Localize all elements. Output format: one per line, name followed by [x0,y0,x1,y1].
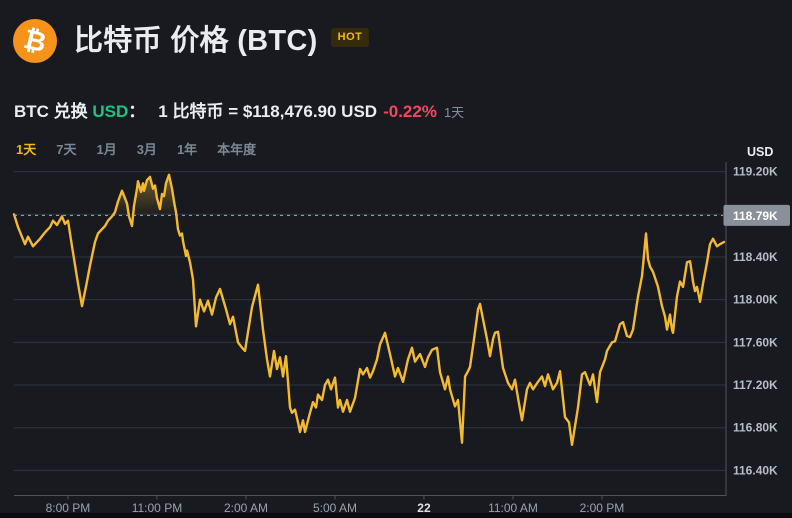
footer-strip [0,513,792,518]
y-tick-label: 116.40K [733,463,778,477]
x-tick-label: 22 [417,501,431,515]
range-tabs: 1天 7天 1月 3月 1年 本年度 [16,139,256,158]
x-tick-label: 11:00 PM [132,501,182,515]
quote-currency-link[interactable]: USD [92,102,129,121]
tab-1m[interactable]: 1月 [96,142,117,157]
y-tick-label: 117.60K [733,335,778,349]
x-axis-labels: 8:00 PM 11:00 PM 2:00 AM 5:00 AM 22 11:00 AM 2… [46,501,625,515]
gridlines [14,171,726,471]
y-axis-title: USD [747,145,773,159]
tab-3m[interactable]: 3月 [136,142,157,157]
area-fill-path [14,174,177,216]
x-tick-label: 5:00 AM [313,501,357,515]
current-price-badge: 118.79K [723,204,790,226]
y-tick-label: 118.00K [733,293,778,307]
rate-text: 1 比特币 = $118,476.90 USD [158,102,378,121]
x-tick-label: 2:00 AM [224,501,268,515]
price-badge-bg [723,204,790,226]
page-title: 比特币 价格 (BTC) [74,25,318,57]
price-badge-label: 118.79K [733,209,778,223]
series-line [12,173,726,446]
tab-1d[interactable]: 1天 [16,142,37,157]
y-tick-label: 116.80K [733,421,778,435]
pair-label: BTC 兑换 [14,102,93,121]
tab-1y[interactable]: 1年 [176,142,198,157]
tab-ytd[interactable]: 本年度 [217,142,257,157]
y-axis-labels: USD 119.20K 118.40K 118.00K 117.60K 117.20K 11… [733,145,778,477]
colon: ： [128,102,146,121]
y-tick-label: 117.20K [733,378,778,392]
x-tick-label: 11:00 AM [488,501,538,515]
price-summary: BTC 兑换 USD： 1 比特币 = $118,476.90 USD -0.2… [14,97,464,122]
y-tick-label: 118.40K [733,250,778,264]
bitcoin-logo-icon: ₿ [13,19,57,63]
change-percent: -0.22% [383,102,437,121]
hot-badge: HOT [330,28,370,47]
series-area-fill [14,174,177,216]
x-tick-label: 8:00 PM [46,501,91,515]
period-label: 1天 [443,105,465,120]
x-tick-label: 2:00 PM [580,501,625,515]
y-tick-label: 119.20K [733,165,778,179]
price-series-path [12,173,726,446]
header: ₿ 比特币 价格 (BTC) HOT [13,19,370,63]
tab-7d[interactable]: 7天 [56,142,77,157]
